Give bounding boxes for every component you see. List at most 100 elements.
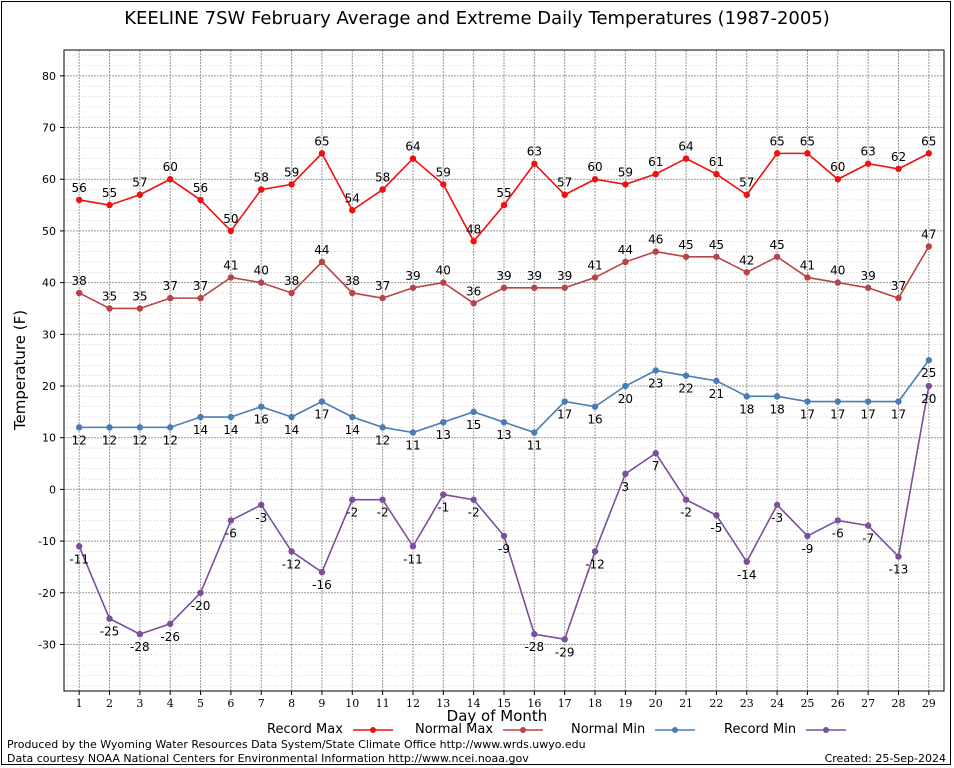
data-point	[864, 522, 872, 529]
data-label: 17	[891, 408, 906, 422]
y-tick-label: -30	[38, 638, 56, 651]
data-label: 65	[921, 134, 936, 148]
data-point	[895, 165, 902, 173]
legend-record-min: Record Min	[724, 722, 847, 737]
y-tick-label: 30	[42, 328, 56, 341]
data-point	[591, 403, 599, 410]
data-point	[652, 170, 659, 178]
data-point	[197, 413, 204, 421]
data-label: 39	[527, 269, 542, 283]
series-normal-min: 12 12 12 12 14 14 16 14 17 14 12 11 13 15 13 11 17 16 20 23…	[72, 356, 936, 453]
credit-produced-by: Produced by the Wyoming Water Resources …	[7, 738, 586, 751]
data-point	[864, 284, 872, 291]
series-normal-max: 38 35 35 37 37 41 40 38 44 38 37 39 40 36 39 39 39 41 44 46…	[72, 227, 936, 312]
data-point	[440, 279, 447, 286]
data-point	[713, 512, 720, 519]
data-point	[409, 284, 417, 291]
x-axis-ticks: 1 2 3 4 5 6 7 8 9 10 11 12 13 14 15 16 17 18 19 20 21 22 23 24 2…	[76, 691, 936, 710]
data-label: 18	[739, 402, 754, 416]
data-label: 14	[223, 423, 238, 437]
legend-label: Normal Min	[571, 722, 646, 737]
data-label: -2	[468, 506, 480, 520]
data-label: 40	[254, 264, 269, 278]
data-label: 44	[314, 243, 329, 257]
data-label: 18	[769, 402, 784, 416]
x-tick-label: 1	[76, 697, 83, 710]
x-tick-label: 20	[649, 697, 663, 710]
data-label: 62	[891, 150, 906, 164]
data-point	[713, 170, 720, 178]
x-tick-label: 23	[740, 697, 754, 710]
data-point	[136, 630, 144, 638]
data-point	[773, 253, 781, 260]
data-point	[258, 403, 265, 410]
data-point	[349, 496, 356, 503]
data-label: 16	[587, 413, 602, 427]
data-label: -6	[225, 526, 237, 540]
data-point	[75, 424, 83, 431]
data-point	[864, 398, 872, 405]
data-point	[895, 294, 902, 302]
data-label: 39	[496, 269, 511, 283]
data-label: 56	[193, 181, 208, 195]
data-point	[470, 496, 477, 503]
data-point	[622, 382, 629, 390]
data-label: 48	[466, 222, 481, 236]
data-label: 57	[132, 176, 147, 190]
data-label: -7	[862, 532, 874, 546]
data-label: 35	[132, 289, 147, 303]
x-tick-label: 16	[527, 697, 541, 710]
data-label: 41	[223, 258, 238, 272]
data-label: 63	[527, 145, 542, 159]
data-point	[75, 289, 83, 297]
data-label: -28	[130, 640, 150, 654]
data-label: -1	[437, 501, 449, 515]
x-tick-label: 8	[288, 697, 295, 710]
x-tick-label: 7	[258, 697, 265, 710]
x-tick-label: 10	[345, 697, 359, 710]
data-label: 47	[921, 227, 936, 241]
data-point	[682, 372, 690, 379]
data-label: 14	[193, 423, 208, 437]
data-point	[895, 553, 902, 560]
data-point	[531, 429, 538, 436]
x-tick-label: 14	[467, 697, 481, 710]
data-label: 14	[345, 423, 360, 437]
data-label: 55	[496, 186, 511, 200]
data-point	[682, 155, 690, 162]
data-label: 12	[72, 433, 87, 447]
data-point	[652, 248, 659, 255]
data-point	[834, 398, 841, 405]
data-label: 39	[557, 269, 572, 283]
data-point	[167, 176, 174, 183]
data-label: -25	[100, 625, 120, 639]
data-label: 37	[193, 279, 208, 293]
data-label: 60	[830, 160, 845, 174]
data-label: 65	[800, 134, 815, 148]
x-tick-label: 28	[891, 697, 905, 710]
y-tick-label: 20	[42, 380, 56, 393]
data-point	[591, 274, 599, 281]
legend-normal-min: Normal Min	[571, 722, 696, 737]
x-tick-label: 19	[618, 697, 632, 710]
legend-label: Record Max	[267, 722, 343, 737]
x-tick-label: 5	[197, 697, 204, 710]
data-label: -20	[191, 599, 211, 613]
data-point	[318, 258, 326, 266]
data-point	[834, 176, 841, 183]
x-tick-label: 9	[318, 697, 325, 710]
data-point	[925, 243, 933, 250]
data-label: 7	[652, 459, 660, 473]
data-point	[804, 532, 811, 540]
x-tick-label: 2	[106, 697, 113, 710]
data-point	[136, 191, 144, 198]
data-point	[470, 238, 477, 245]
data-label: 38	[284, 274, 299, 288]
data-point	[167, 620, 174, 627]
y-tick-label: 40	[42, 277, 56, 290]
data-point	[804, 274, 811, 281]
data-label: -2	[346, 506, 358, 520]
data-point	[288, 413, 295, 421]
data-label: -2	[680, 506, 692, 520]
data-point	[591, 176, 599, 183]
